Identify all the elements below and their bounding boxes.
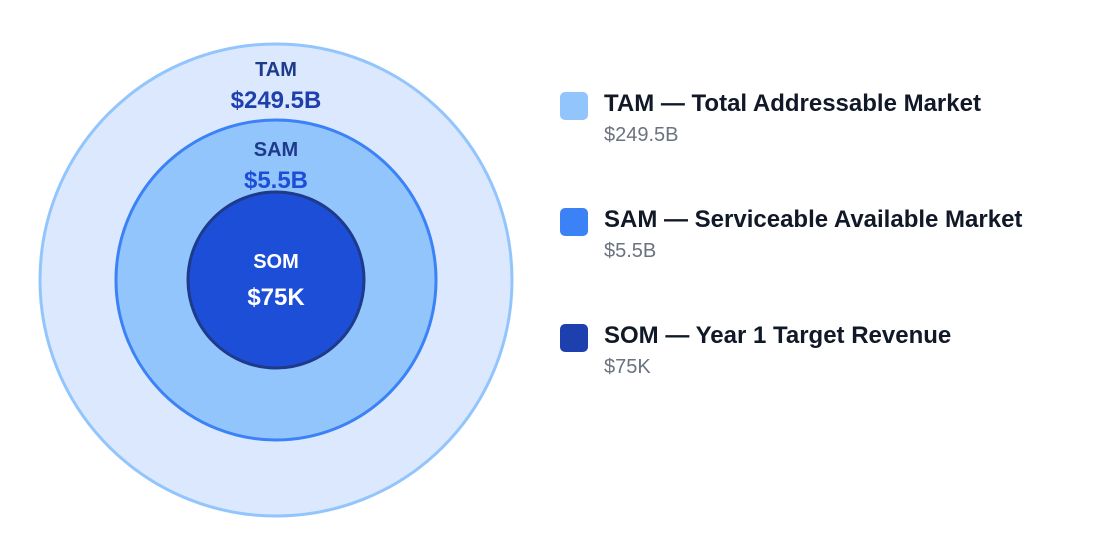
legend-value: $249.5B bbox=[604, 124, 679, 146]
tam-value: $249.5B bbox=[231, 87, 322, 114]
sam-swatch bbox=[560, 208, 588, 236]
legend-item-sam: SAM — Serviceable Available Market $5.5B bbox=[560, 206, 1100, 278]
legend-value: $75K bbox=[604, 356, 651, 378]
legend-item-tam: TAM — Total Addressable Market $249.5B bbox=[560, 90, 1100, 162]
som-value: $75K bbox=[247, 284, 305, 311]
tam-swatch bbox=[560, 92, 588, 120]
sam-value: $5.5B bbox=[244, 167, 308, 194]
som-label: SOM bbox=[253, 251, 299, 273]
legend-value: $5.5B bbox=[604, 240, 657, 262]
legend-title: TAM — Total Addressable Market bbox=[604, 90, 981, 117]
legend-item-som: SOM — Year 1 Target Revenue $75K bbox=[560, 322, 1100, 394]
legend-title: SAM — Serviceable Available Market bbox=[604, 206, 1023, 233]
sam-label: SAM bbox=[254, 139, 298, 161]
som-swatch bbox=[560, 324, 588, 352]
tam-label: TAM bbox=[255, 59, 297, 81]
market-size-diagram: TAM $249.5B SAM $5.5B SOM $75K bbox=[38, 42, 514, 518]
legend-title: SOM — Year 1 Target Revenue bbox=[604, 322, 952, 349]
som-circle bbox=[186, 190, 366, 370]
